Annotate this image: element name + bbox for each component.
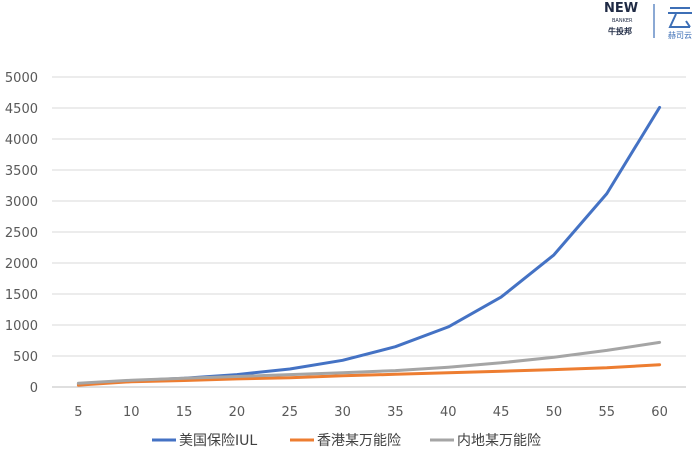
series-lines: [76, 105, 662, 387]
y-tick-label: 4500: [5, 102, 38, 117]
legend-item-3: 内地某万能险: [430, 433, 541, 449]
series-line-2: [76, 363, 662, 387]
x-tick-label: 20: [229, 405, 246, 420]
legend-label: 内地某万能险: [457, 433, 541, 449]
x-axis-ticks: 5 10 15 20 25 30 35 40 45 50 55 60: [74, 405, 668, 420]
logo-banker-text: BANKER: [612, 18, 633, 24]
x-tick-label: 50: [546, 405, 563, 420]
legend-item-1: 美国保险IUL: [152, 433, 257, 449]
legend-item-2: 香港某万能险: [290, 433, 401, 449]
y-tick-label: 3000: [5, 195, 38, 210]
cloud-logo-text: 赫司云: [668, 31, 692, 40]
series-line-3: [76, 340, 662, 385]
logo-cn-text: 牛投邦: [608, 26, 632, 36]
x-tick-label: 10: [123, 405, 140, 420]
y-tick-label: 1500: [5, 288, 38, 303]
y-tick-label: 1000: [5, 319, 38, 334]
legend-label: 香港某万能险: [317, 433, 401, 449]
x-tick-label: 35: [387, 405, 404, 420]
y-tick-label: 3500: [5, 164, 38, 179]
y-tick-label: 0: [30, 381, 38, 396]
y-tick-label: 5000: [5, 71, 38, 86]
newbanker-logo: NEW BANKER 牛投邦: [604, 1, 638, 36]
x-tick-label: 55: [598, 405, 615, 420]
y-tick-label: 2000: [5, 257, 38, 272]
legend: 美国保险IUL 香港某万能险 内地某万能险: [152, 433, 541, 449]
y-tick-label: 2500: [5, 226, 38, 241]
x-tick-label: 30: [334, 405, 351, 420]
cloud-logo: 赫司云: [668, 7, 692, 40]
series-line-1: [76, 105, 662, 386]
y-tick-label: 500: [13, 350, 38, 365]
x-tick-label: 25: [281, 405, 298, 420]
grid-lines: [52, 76, 686, 357]
x-tick-label: 45: [493, 405, 510, 420]
x-tick-label: 5: [74, 405, 82, 420]
x-tick-label: 15: [176, 405, 193, 420]
cloud-logo-icon: [668, 7, 692, 28]
x-tick-label: 40: [440, 405, 457, 420]
legend-label: 美国保险IUL: [179, 433, 257, 449]
y-tick-label: 4000: [5, 133, 38, 148]
x-tick-label: 60: [651, 405, 668, 420]
logo-new-text: NEW: [604, 1, 638, 16]
y-axis-ticks: 0 500 1000 1500 2000 2500 3000 3500 4000 4500 5000: [5, 71, 38, 396]
